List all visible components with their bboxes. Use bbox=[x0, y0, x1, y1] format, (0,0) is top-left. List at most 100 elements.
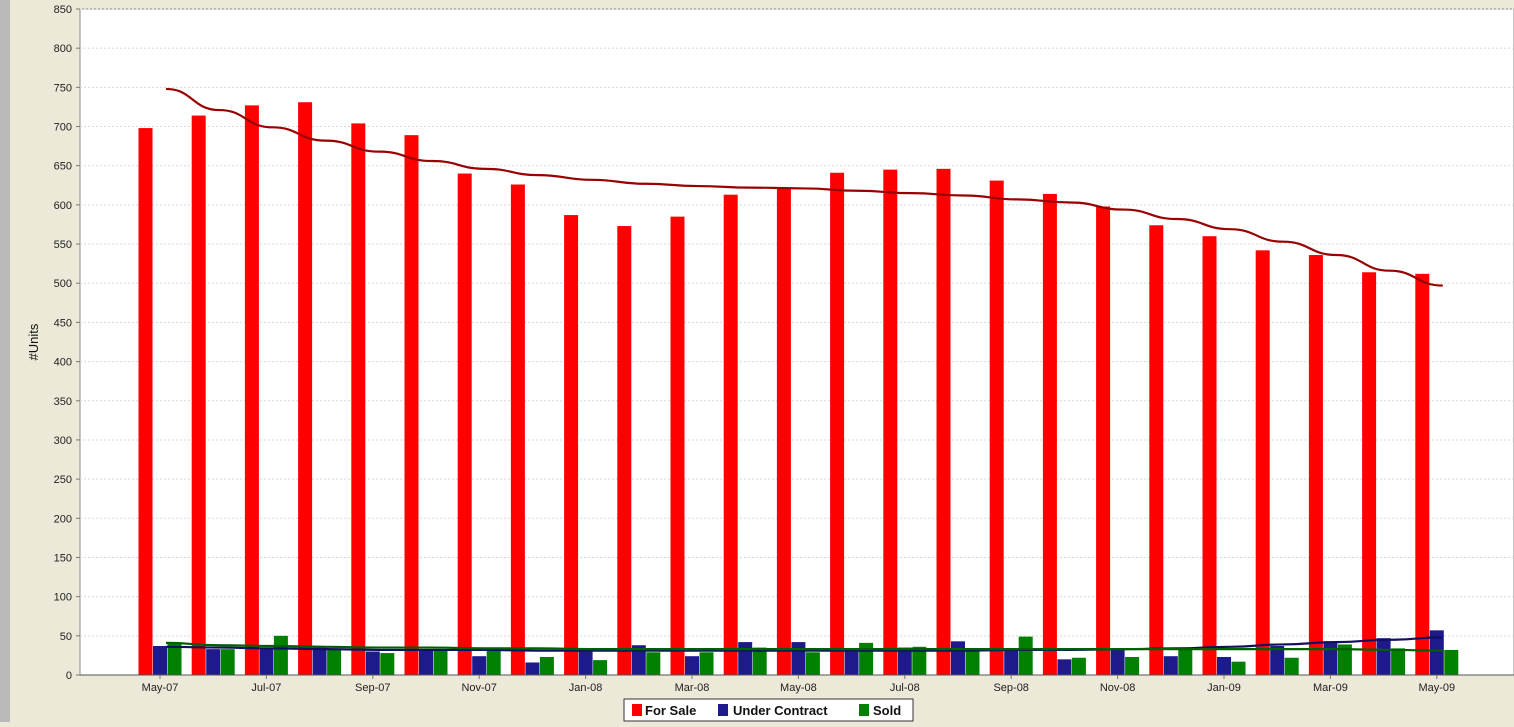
bar-for-sale bbox=[564, 215, 579, 675]
bar-sold bbox=[327, 649, 342, 675]
bar-for-sale bbox=[1362, 272, 1377, 675]
y-tick-label: 550 bbox=[54, 239, 72, 251]
bar-for-sale bbox=[510, 184, 525, 675]
y-tick-label: 300 bbox=[54, 435, 72, 447]
bar-under-contract bbox=[685, 656, 699, 675]
y-tick-label: 50 bbox=[60, 631, 72, 643]
trendline-for-sale bbox=[165, 87, 1443, 287]
y-tick-label: 500 bbox=[54, 278, 72, 290]
x-tick-label: Nov-07 bbox=[461, 682, 496, 694]
y-tick-label: 650 bbox=[54, 161, 72, 173]
bar-for-sale bbox=[1415, 273, 1430, 675]
y-tick-label: 100 bbox=[54, 592, 72, 604]
bar-sold bbox=[167, 642, 182, 675]
bar-sold bbox=[433, 649, 448, 675]
bar-sold bbox=[1178, 647, 1193, 675]
bar-sold bbox=[1018, 636, 1033, 675]
bar-for-sale bbox=[1308, 255, 1323, 675]
bar-sold bbox=[1337, 644, 1352, 675]
x-tick-label: May-09 bbox=[1418, 682, 1455, 694]
x-tick-label: Jan-09 bbox=[1207, 682, 1241, 694]
bar-sold bbox=[1125, 656, 1140, 675]
bar-sold bbox=[273, 635, 288, 675]
bar-under-contract bbox=[1110, 649, 1125, 675]
x-tick-label: Sep-08 bbox=[993, 682, 1028, 694]
trendline-under-contract bbox=[165, 636, 1443, 652]
bar-for-sale bbox=[989, 180, 1004, 675]
bar-sold bbox=[965, 649, 980, 675]
bar-for-sale bbox=[298, 102, 313, 676]
bar-sold bbox=[539, 656, 554, 675]
bar-under-contract bbox=[153, 646, 167, 675]
bar-for-sale bbox=[191, 115, 206, 675]
x-tick-label: Nov-08 bbox=[1100, 682, 1135, 694]
bar-under-contract bbox=[897, 647, 912, 675]
y-tick-label: 750 bbox=[54, 82, 72, 94]
bar-for-sale bbox=[883, 169, 898, 675]
x-tick-label: Jan-08 bbox=[569, 682, 603, 694]
bar-sold bbox=[1391, 648, 1406, 675]
bar-sold bbox=[1284, 657, 1299, 675]
bar-under-contract bbox=[472, 656, 487, 675]
legend-label-sold: Sold bbox=[873, 703, 901, 718]
bar-for-sale bbox=[244, 105, 259, 675]
legend-box bbox=[623, 698, 914, 722]
bar-for-sale bbox=[1255, 250, 1270, 675]
bar-sold bbox=[646, 652, 661, 675]
y-tick-label: 150 bbox=[54, 552, 72, 564]
bar-for-sale bbox=[617, 226, 632, 675]
bar-for-sale bbox=[670, 216, 685, 675]
y-tick-label: 350 bbox=[54, 396, 72, 408]
legend-swatch-under-contract bbox=[718, 704, 728, 716]
y-tick-label: 600 bbox=[54, 200, 72, 212]
y-tick-label: 700 bbox=[54, 122, 72, 134]
y-axis-title: #Units bbox=[26, 323, 41, 360]
y-tick-label: 850 bbox=[54, 4, 72, 16]
bar-for-sale bbox=[1042, 193, 1057, 675]
bar-under-contract bbox=[1429, 630, 1444, 675]
bar-under-contract bbox=[365, 651, 380, 675]
bar-for-sale bbox=[1149, 225, 1164, 675]
bar-under-contract bbox=[1004, 649, 1019, 675]
bar-sold bbox=[805, 652, 820, 675]
bar-under-contract bbox=[1057, 659, 1072, 675]
bar-sold bbox=[1444, 649, 1459, 675]
x-tick-label: Sep-07 bbox=[355, 682, 390, 694]
bar-for-sale bbox=[1096, 206, 1111, 676]
bar-under-contract bbox=[951, 641, 965, 675]
bar-under-contract bbox=[1163, 656, 1178, 675]
bar-under-contract bbox=[259, 647, 274, 675]
bar-for-sale bbox=[1202, 236, 1217, 676]
y-tick-label: 0 bbox=[66, 670, 72, 682]
x-tick-label: May-07 bbox=[142, 682, 179, 694]
bar-sold bbox=[912, 646, 927, 675]
x-tick-label: Mar-08 bbox=[675, 682, 710, 694]
bar-for-sale bbox=[776, 187, 791, 675]
y-tick-label: 450 bbox=[54, 317, 72, 329]
plot-area bbox=[79, 8, 1514, 676]
bar-under-contract bbox=[631, 645, 646, 675]
bar-sold bbox=[1071, 657, 1086, 675]
bar-for-sale bbox=[723, 194, 738, 675]
x-tick-label: May-08 bbox=[780, 682, 817, 694]
bar-under-contract bbox=[578, 650, 593, 675]
x-tick-label: Mar-09 bbox=[1313, 682, 1348, 694]
bar-sold bbox=[380, 653, 395, 675]
bar-under-contract bbox=[1217, 656, 1231, 675]
legend-swatch-for-sale bbox=[632, 704, 642, 716]
bar-under-contract bbox=[1270, 646, 1285, 675]
bar-sold bbox=[486, 650, 501, 675]
y-tick-label: 400 bbox=[54, 357, 72, 369]
bar-under-contract bbox=[791, 642, 806, 675]
bar-sold bbox=[593, 660, 608, 675]
bar-sold bbox=[699, 652, 714, 675]
bar-for-sale bbox=[138, 128, 153, 676]
bar-for-sale bbox=[830, 172, 845, 676]
y-tick-label: 200 bbox=[54, 513, 72, 525]
bar-for-sale bbox=[351, 123, 366, 676]
legend-swatch-sold bbox=[859, 704, 869, 716]
trendline-sold bbox=[165, 641, 1443, 652]
bar-under-contract bbox=[844, 649, 859, 675]
bar-under-contract bbox=[312, 647, 327, 675]
